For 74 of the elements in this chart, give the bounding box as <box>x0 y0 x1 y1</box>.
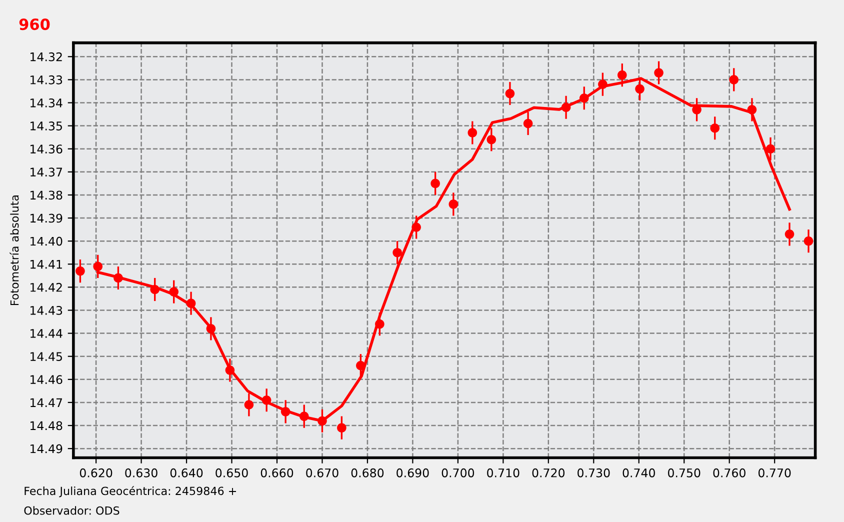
y-tick-label: 14.48 <box>30 421 62 430</box>
point <box>430 178 440 188</box>
y-tick-label: 14.36 <box>30 144 62 154</box>
y-axis-title: Fotometría absoluta <box>10 195 19 306</box>
x-tick-label: 0.670 <box>306 468 338 478</box>
point <box>169 287 179 296</box>
x-tick-label: 0.700 <box>442 468 474 478</box>
point <box>598 80 608 89</box>
point <box>766 144 776 154</box>
point <box>710 123 720 133</box>
x-tick-label: 0.710 <box>487 468 520 478</box>
x-tick-label: 0.740 <box>622 468 655 478</box>
y-tick-label: 14.35 <box>30 122 62 130</box>
x-tick-label: 0.630 <box>125 468 158 478</box>
point <box>804 236 814 246</box>
y-tick-label: 14.32 <box>30 52 62 62</box>
point <box>523 118 533 128</box>
point <box>114 273 123 283</box>
point <box>225 366 235 375</box>
y-tick-label: 14.41 <box>30 260 62 269</box>
x-tick-label: 0.750 <box>668 468 700 478</box>
y-tick-label: 14.43 <box>30 306 62 315</box>
y-tick-label: 14.47 <box>30 398 62 407</box>
point <box>654 68 664 78</box>
y-tick-label: 14.49 <box>30 444 62 454</box>
chart-title: 960 <box>19 18 50 30</box>
x-tick-label: 0.720 <box>532 468 565 478</box>
point <box>448 200 458 209</box>
y-tick-label: 14.40 <box>30 236 62 246</box>
point <box>93 262 103 272</box>
x-tick-label: 0.680 <box>351 468 384 478</box>
y-tick-label: 14.42 <box>30 282 62 292</box>
text: Observador: ODS <box>24 506 120 515</box>
point <box>412 222 421 232</box>
y-tick-label: 14.39 <box>30 214 62 223</box>
point <box>729 75 739 84</box>
x-tick-label: 0.770 <box>758 468 791 478</box>
y-tick-label: 14.37 <box>30 168 62 177</box>
point <box>244 400 254 410</box>
x-tick-label: 0.690 <box>396 468 429 478</box>
point <box>561 102 571 112</box>
point <box>784 230 794 239</box>
y-tick-label: 14.45 <box>30 352 62 362</box>
point <box>318 416 327 426</box>
point <box>635 84 644 94</box>
point <box>392 248 402 258</box>
point <box>579 93 589 103</box>
point <box>299 412 309 421</box>
point <box>747 105 757 114</box>
x-tick-label: 0.660 <box>260 468 294 478</box>
point <box>150 284 160 294</box>
point <box>280 407 290 416</box>
point <box>356 360 366 370</box>
y-tick-label: 14.34 <box>30 98 62 108</box>
y-tick-label: 14.38 <box>30 190 62 200</box>
y-tick-label: 14.33 <box>30 75 62 84</box>
x-tick-label: 0.760 <box>713 468 746 478</box>
point <box>617 70 627 80</box>
x-tick-label: 0.620 <box>80 468 112 478</box>
point <box>337 423 346 432</box>
point <box>206 324 216 334</box>
x-tick-label: 0.640 <box>170 468 203 478</box>
point <box>186 298 196 308</box>
text: Fecha Juliana Geocéntrica: 2459846 + <box>24 486 236 498</box>
point <box>76 266 85 276</box>
point <box>486 134 496 144</box>
y-tick-label: 14.46 <box>30 375 62 384</box>
x-tick-label: 0.650 <box>216 468 248 478</box>
point <box>375 319 384 329</box>
point <box>468 128 478 138</box>
point <box>262 396 272 405</box>
y-tick-label: 14.44 <box>30 329 62 338</box>
x-tick-label: 0.730 <box>578 468 610 478</box>
point <box>505 88 515 98</box>
